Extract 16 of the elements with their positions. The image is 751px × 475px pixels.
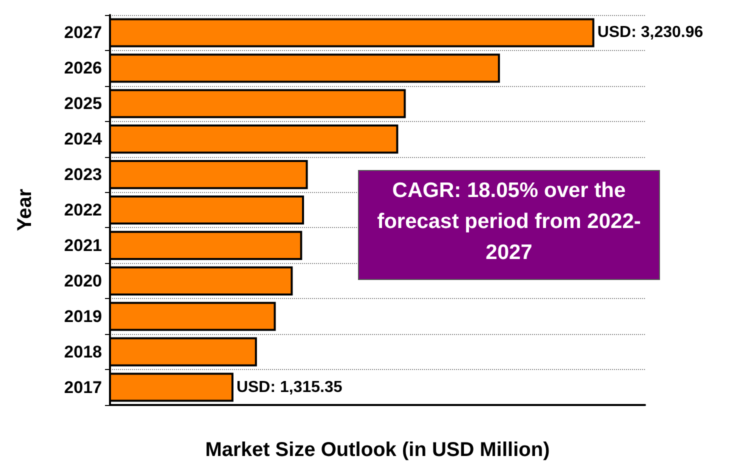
y-axis-title: Year xyxy=(14,188,36,232)
y-tick-label: 2017 xyxy=(64,378,102,397)
y-tick-label: 2027 xyxy=(64,23,102,42)
data-label: USD: 1,315.35 xyxy=(236,378,342,396)
y-tick-label: 2022 xyxy=(64,200,102,220)
y-tick-label: 2020 xyxy=(64,271,102,290)
y-tick-label: 2018 xyxy=(64,342,102,362)
data-label: USD: 3,230.96 xyxy=(597,24,704,42)
y-tick-label: 2024 xyxy=(64,130,103,149)
y-tick-label: 2023 xyxy=(64,165,102,184)
callout-box: CAGR: 18.05% over the forecast period from 2022-2027 xyxy=(358,170,660,280)
x-axis-title: Market Size Outlook (in USD Million) xyxy=(205,439,550,461)
y-tick-label: 2025 xyxy=(64,94,102,114)
y-tick-label: 2026 xyxy=(64,58,102,78)
y-tick-label: 2019 xyxy=(64,306,102,326)
y-tick-label: 2021 xyxy=(64,236,102,255)
